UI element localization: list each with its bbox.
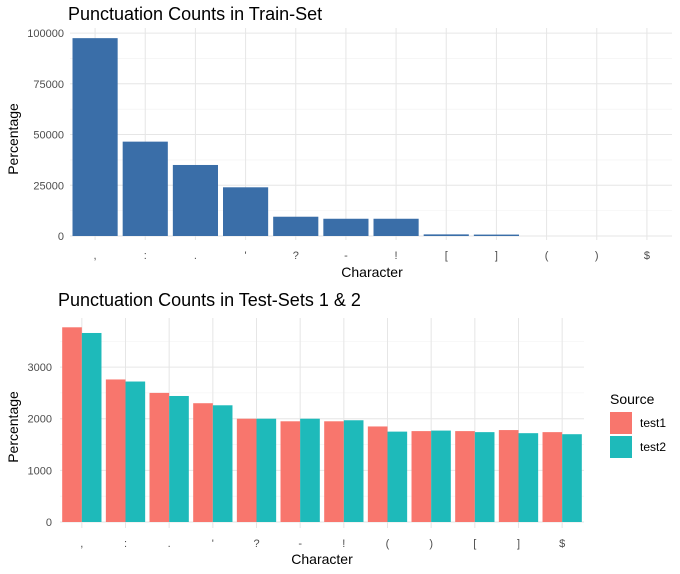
- chart2-bar-test2: [125, 381, 146, 522]
- chart2-x-tick-label: ): [429, 538, 433, 550]
- chart1-x-tick-label: $: [644, 250, 650, 262]
- chart1-bar: [323, 218, 369, 236]
- chart2-x-axis-title: Character: [291, 551, 353, 567]
- chart1-bar: [172, 164, 218, 236]
- chart1-y-tick-labels: 0 25000 50000 75000 100000: [27, 28, 64, 243]
- chart2-bar-test1: [193, 403, 213, 522]
- chart1-x-tick-label: .: [194, 250, 197, 262]
- chart2-y-tick-label: 2000: [28, 414, 52, 426]
- chart1-x-tick-label: !: [395, 250, 398, 262]
- chart2-title: Punctuation Counts in Test-Sets 1 & 2: [58, 290, 361, 310]
- chart1-x-tick-label: ?: [293, 250, 299, 262]
- chart2-bar-test2: [212, 405, 233, 522]
- chart1-y-axis-title: Percentage: [5, 103, 21, 175]
- chart2-bar-test1: [62, 327, 82, 522]
- chart2-bar-test1: [542, 432, 563, 522]
- chart1-bar: [473, 234, 519, 236]
- chart2-bar-test1: [455, 431, 475, 522]
- chart2-x-tick-label: ': [212, 538, 214, 550]
- chart1-x-tick-label: ,: [94, 250, 97, 262]
- chart2-bar-test2: [300, 418, 320, 522]
- chart2-bar-test2: [562, 434, 582, 522]
- chart2-bar-test2: [256, 418, 277, 522]
- chart2-bar-test2: [169, 395, 189, 522]
- chart2-bar-test1: [105, 379, 126, 522]
- chart2-x-tick-label: $: [559, 538, 565, 550]
- chart1-y-tick-label: 50000: [33, 130, 64, 142]
- chart2-y-tick-label: 3000: [28, 362, 52, 374]
- chart2-y-tick-label: 1000: [28, 465, 52, 477]
- chart2-bar-test1: [280, 421, 301, 522]
- chart1-y-tick-label: 0: [58, 231, 64, 243]
- chart2-bar-test2: [518, 433, 539, 522]
- chart2-bar-test2: [474, 432, 495, 522]
- chart1-title: Punctuation Counts in Train-Set: [68, 4, 322, 24]
- chart1-y-tick-label: 100000: [27, 28, 64, 40]
- chart2-bar-test2: [431, 430, 451, 522]
- legend-title: Source: [610, 391, 655, 407]
- chart1-bar: [223, 187, 269, 236]
- chart2-x-tick-label: .: [168, 538, 171, 550]
- chart2-y-tick-labels: 0 1000 2000 3000: [28, 362, 52, 529]
- chart1-bar: [273, 216, 319, 236]
- chart2-x-tick-label: !: [342, 538, 345, 550]
- chart1-bar: [122, 141, 168, 236]
- chart1-x-tick-label: ]: [495, 250, 498, 262]
- chart2-x-tick-label: (: [386, 538, 390, 550]
- legend-swatch-test1: [610, 412, 632, 434]
- chart1-gridlines: [70, 28, 672, 240]
- chart2-bar-test1: [149, 392, 170, 522]
- chart1-bar: [72, 38, 118, 236]
- chart2-bar-test1: [236, 418, 257, 522]
- legend-swatch-test2: [610, 436, 632, 458]
- chart2-x-tick-label: ,: [80, 538, 83, 550]
- chart2-bar-test1: [498, 430, 519, 522]
- chart2-legend: Source test1 test2: [610, 391, 666, 458]
- chart2-bar-test1: [324, 421, 344, 522]
- chart2-bar-test2: [387, 431, 408, 522]
- chart2-bars: [62, 327, 582, 522]
- chart2-bar-test1: [367, 426, 388, 522]
- chart2-x-tick-label: ?: [253, 538, 259, 550]
- chart2-x-tick-label: :: [124, 538, 127, 550]
- legend-label-test1: test1: [640, 416, 666, 430]
- chart2-y-axis-title: Percentage: [5, 391, 21, 463]
- chart1-x-axis-title: Character: [341, 264, 403, 280]
- chart1-bar: [373, 218, 419, 236]
- chart1-y-tick-label: 25000: [33, 180, 64, 192]
- chart1-x-tick-label: -: [344, 250, 348, 262]
- chart2-bar-test2: [343, 420, 364, 522]
- chart1-y-tick-label: 75000: [33, 79, 64, 91]
- chart2-x-tick-labels: ,:. '? -! () [] $: [80, 538, 565, 550]
- chart2-x-tick-label: [: [473, 538, 476, 550]
- chart1-x-tick-label: ': [245, 250, 247, 262]
- chart1-x-tick-label: (: [545, 250, 549, 262]
- chart1-x-tick-label: [: [445, 250, 448, 262]
- chart2-y-tick-label: 0: [46, 517, 52, 529]
- chart2-x-tick-label: ]: [517, 538, 520, 550]
- legend-label-test2: test2: [640, 440, 666, 454]
- chart1-x-tick-labels: ,:. '? -! [] () $: [94, 250, 650, 262]
- chart1-x-tick-label: :: [144, 250, 147, 262]
- chart2-bar-test2: [81, 332, 102, 522]
- chart1-bar: [423, 234, 469, 236]
- chart1-bars: [72, 38, 519, 236]
- chart2-bar-test1: [411, 431, 432, 522]
- chart1-x-tick-label: ): [595, 250, 599, 262]
- chart2-x-tick-label: -: [298, 538, 302, 550]
